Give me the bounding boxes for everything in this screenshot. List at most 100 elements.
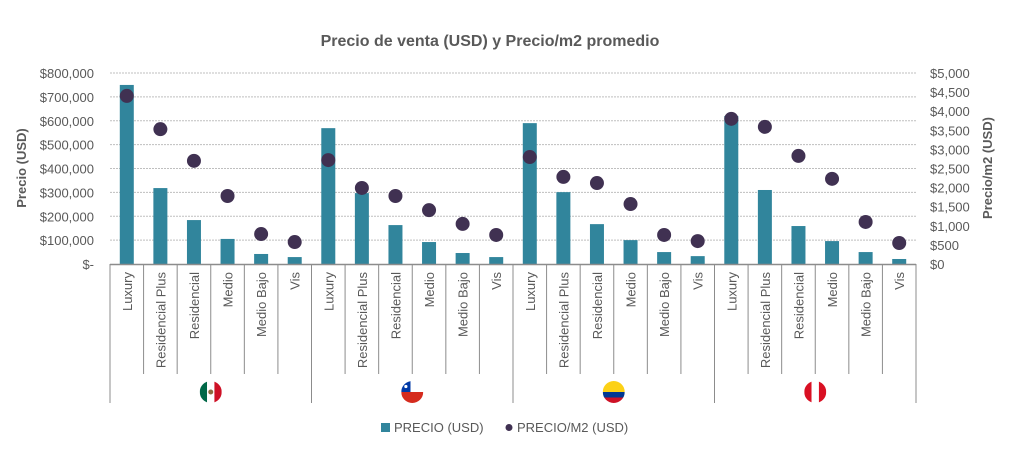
legend: PRECIO (USD) PRECIO/M2 (USD) [381, 420, 628, 435]
x-category-label: Luxury [523, 272, 538, 312]
bar [489, 257, 504, 264]
dot [657, 227, 672, 242]
x-category-label: Residencial [791, 272, 806, 339]
x-category-label: Luxury [321, 272, 336, 312]
x-category-label: Medio Bajo [456, 272, 471, 337]
x-category-label: Luxury [724, 272, 739, 312]
bar [254, 253, 269, 264]
dot [489, 227, 504, 242]
dot-series [119, 88, 907, 250]
x-category-label: Residencial Plus [153, 272, 168, 369]
colombia-flag-icon [602, 381, 625, 403]
flag-stripe [602, 392, 625, 398]
flag-stripe [811, 381, 819, 403]
bar [858, 252, 873, 264]
y-tick-left: $600,000 [40, 114, 94, 129]
dot [825, 171, 840, 186]
dot [422, 203, 437, 218]
bar [791, 226, 806, 264]
dot [455, 216, 470, 231]
peru-flag-icon [804, 381, 827, 403]
y-tick-left: $800,000 [40, 66, 94, 81]
x-category-label: Residencial Plus [556, 272, 571, 369]
bar [321, 128, 336, 264]
dot [388, 189, 403, 204]
x-axis: Luxury Residencial Plus Residencial Medio Me… [109, 263, 917, 403]
y-tick-left: $300,000 [40, 185, 94, 200]
y-tick-right: $4,000 [930, 104, 970, 119]
bar [388, 225, 403, 264]
dot [589, 176, 604, 191]
x-category-label: Luxury [120, 272, 135, 312]
flag-stripe [602, 381, 625, 392]
dot [522, 150, 537, 165]
flag-stripe [199, 381, 208, 403]
dot [354, 180, 369, 195]
x-category-label: Vis [892, 272, 907, 290]
y-tick-right: $3,000 [930, 142, 970, 157]
bar [186, 220, 201, 264]
bar [657, 252, 672, 264]
bar [422, 242, 437, 264]
dot [186, 153, 201, 168]
dot [321, 153, 336, 168]
y-tick-left: $200,000 [40, 209, 94, 224]
flag-stripe [401, 381, 424, 392]
dot [724, 111, 739, 126]
bar [623, 240, 638, 264]
x-category-label: Medio [825, 272, 840, 307]
y-tick-left: $400,000 [40, 162, 94, 177]
flag-star [404, 384, 408, 389]
x-category-label: Medio Bajo [859, 272, 874, 337]
x-category-label: Medio [422, 272, 437, 307]
bar [690, 256, 705, 264]
x-category-label: Medio [221, 272, 236, 307]
legend-label-precio-m2: PRECIO/M2 (USD) [517, 420, 628, 435]
y-tick-left: $- [82, 257, 94, 272]
legend-label-precio: PRECIO (USD) [394, 420, 484, 435]
x-category-label: Residencial [388, 272, 403, 339]
bar [153, 188, 168, 264]
flag-stripe [401, 392, 424, 403]
bar-series [119, 84, 907, 264]
bar [589, 224, 604, 264]
y-axis-label-right: Precio/m2 (USD) [980, 117, 995, 219]
y-tick-right: $1,500 [930, 200, 970, 215]
bar [119, 84, 134, 264]
country-flags [199, 381, 827, 403]
flag-stripe [804, 381, 812, 403]
dot [690, 234, 705, 249]
bar [455, 253, 470, 264]
y-tick-right: $4,500 [930, 85, 970, 100]
dot [287, 235, 302, 250]
bar [522, 123, 537, 264]
bar [220, 238, 235, 264]
y-tick-right: $500 [930, 238, 959, 253]
x-category-label: Medio [624, 272, 639, 307]
bar [354, 193, 369, 264]
bar [556, 192, 571, 264]
bar [825, 241, 840, 264]
flag-stripe [818, 381, 827, 403]
dot [892, 235, 907, 250]
y-tick-left: $500,000 [40, 138, 94, 153]
gridlines [110, 72, 916, 241]
flag-stripe [602, 397, 625, 403]
y-tick-left: $700,000 [40, 90, 94, 105]
y-ticks-left: $- $100,000 $200,000 $300,000 $400,000 $500,0… [40, 66, 94, 272]
bar [892, 258, 907, 264]
y-tick-right: $2,500 [930, 162, 970, 177]
x-category-label: Residencial Plus [758, 272, 773, 369]
dot [757, 119, 772, 134]
dot [220, 189, 235, 204]
x-category-label: Vis [489, 272, 504, 290]
y-tick-right: $1,000 [930, 219, 970, 234]
legend-swatch-precio [381, 423, 390, 432]
y-tick-right: $0 [930, 257, 944, 272]
bar [757, 189, 772, 264]
flag-stripe [214, 381, 222, 403]
dot [119, 88, 134, 103]
mexico-flag-icon [199, 381, 222, 403]
dot [623, 197, 638, 212]
y-tick-right: $2,000 [930, 181, 970, 196]
